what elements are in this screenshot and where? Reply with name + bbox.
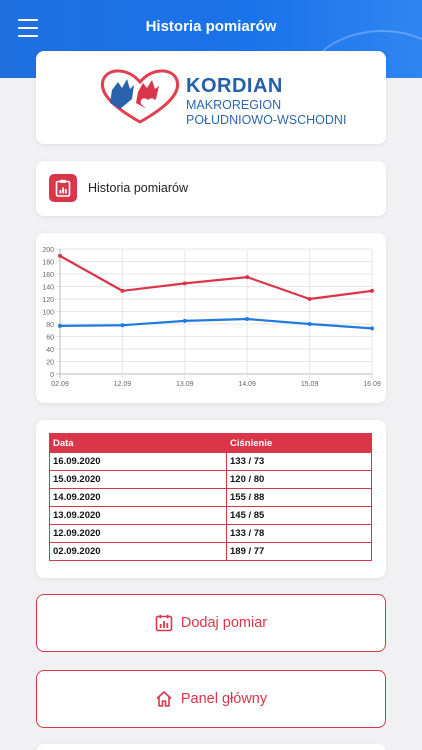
y-tick-label: 40 xyxy=(46,347,54,354)
y-tick-label: 60 xyxy=(46,335,54,342)
series-line-1 xyxy=(59,254,373,301)
series-line-2 xyxy=(59,317,373,330)
data-point xyxy=(120,288,125,293)
add-measurement-button[interactable]: Dodaj pomiar xyxy=(36,594,386,652)
calendar-chart-icon xyxy=(155,614,173,632)
y-tick-label: 160 xyxy=(42,272,54,279)
add-measurement-label: Dodaj pomiar xyxy=(180,615,268,631)
y-tick-label: 100 xyxy=(42,310,54,317)
measurements-table: Data Ciśnienie 16.09.2020 133 / 73 15.09… xyxy=(49,433,372,561)
x-tick-label: 16.09 xyxy=(363,381,381,388)
page-title: Historia pomiarów xyxy=(145,18,277,35)
clipboard-chart-icon xyxy=(49,174,77,202)
cell-pressure: 145 / 85 xyxy=(226,506,372,525)
cell-date: 14.09.2020 xyxy=(49,488,227,507)
logo-text: KORDIAN MAKROREGION POŁUDNIOWO-WSCHODNI xyxy=(186,75,346,128)
cell-pressure: 133 / 78 xyxy=(226,524,372,543)
x-tick-label: 14.09 xyxy=(238,381,256,388)
data-point xyxy=(58,253,62,258)
x-tick-label: 13.09 xyxy=(176,381,194,388)
cell-date: 13.09.2020 xyxy=(49,506,227,525)
table-row: 02.09.2020 189 / 77 xyxy=(49,542,372,561)
table-row: 13.09.2020 145 / 85 xyxy=(49,506,372,525)
table-row: 12.09.2020 133 / 78 xyxy=(49,524,372,543)
chart-card: 0 20 40 60 80 100 120 140 160 180 200 02.09 12.09 13.… xyxy=(36,233,386,403)
data-point xyxy=(182,281,187,286)
bottom-card xyxy=(36,744,386,750)
y-tick-label: 80 xyxy=(46,322,54,329)
logo-line1: MAKROREGION xyxy=(186,98,282,112)
cell-date: 15.09.2020 xyxy=(49,470,227,489)
cell-pressure: 155 / 88 xyxy=(226,488,372,507)
data-point xyxy=(370,326,374,331)
data-point xyxy=(307,297,312,301)
data-point xyxy=(307,322,312,326)
y-tick-label: 20 xyxy=(46,360,54,367)
cell-pressure: 120 / 80 xyxy=(226,470,372,489)
table-row: 14.09.2020 155 / 88 xyxy=(49,488,372,507)
home-panel-button[interactable]: Panel główny xyxy=(36,670,386,728)
cell-date: 02.09.2020 xyxy=(49,542,227,561)
measurement-line-chart: 0 20 40 60 80 100 120 140 160 180 200 02.09 12.09 13.… xyxy=(42,247,381,388)
table-row: 15.09.2020 120 / 80 xyxy=(49,470,372,489)
data-point xyxy=(370,288,374,293)
y-tick-label: 140 xyxy=(42,285,54,292)
data-point xyxy=(245,275,250,280)
cell-date: 16.09.2020 xyxy=(49,452,227,471)
column-header-date: Data xyxy=(49,433,227,453)
table-row: 16.09.2020 133 / 73 xyxy=(49,452,372,471)
home-icon xyxy=(156,691,172,707)
data-point xyxy=(182,318,187,323)
column-header-pressure: Ciśnienie xyxy=(226,433,372,453)
data-point xyxy=(58,323,62,328)
x-tick-label: 02.09 xyxy=(51,381,69,388)
home-panel-label: Panel główny xyxy=(180,691,268,707)
x-tick-label: 12.09 xyxy=(114,381,132,388)
data-point xyxy=(245,317,250,321)
hamburger-menu-icon[interactable] xyxy=(18,19,38,37)
x-tick-label: 15.09 xyxy=(301,381,319,388)
kordian-logo-icon xyxy=(100,69,180,124)
logo-name: KORDIAN xyxy=(186,75,283,97)
y-tick-label: 180 xyxy=(42,260,54,267)
y-tick-label: 200 xyxy=(42,247,54,254)
table-header-row: Data Ciśnienie xyxy=(49,433,372,453)
cell-pressure: 189 / 77 xyxy=(226,542,372,561)
section-header-card: Historia pomiarów xyxy=(36,161,386,216)
section-title: Historia pomiarów xyxy=(88,181,189,195)
y-tick-label: 120 xyxy=(42,297,54,304)
logo-card: KORDIAN MAKROREGION POŁUDNIOWO-WSCHODNI xyxy=(36,51,386,144)
cell-pressure: 133 / 73 xyxy=(226,452,372,471)
logo-line2: POŁUDNIOWO-WSCHODNI xyxy=(186,113,347,127)
data-point xyxy=(120,323,125,328)
cell-date: 12.09.2020 xyxy=(49,524,227,543)
y-tick-label: 0 xyxy=(50,372,54,379)
table-card: Data Ciśnienie 16.09.2020 133 / 73 15.09… xyxy=(36,420,386,578)
